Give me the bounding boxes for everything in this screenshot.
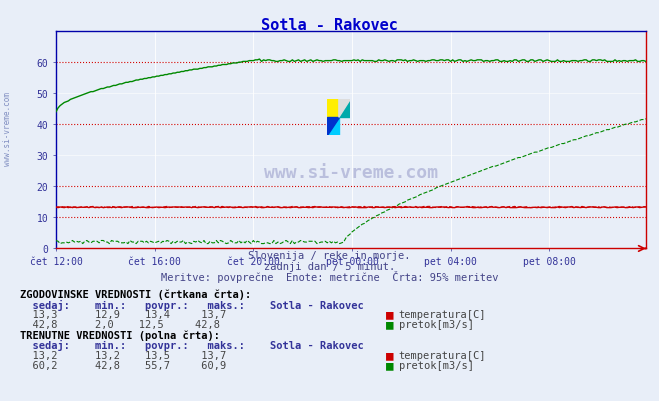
Text: 60,2      42,8    55,7     60,9: 60,2 42,8 55,7 60,9 [20, 360, 226, 370]
Text: temperatura[C]: temperatura[C] [399, 350, 486, 360]
Text: www.si-vreme.com: www.si-vreme.com [264, 164, 438, 182]
Text: Slovenija / reke in morje.: Slovenija / reke in morje. [248, 251, 411, 261]
Text: ■: ■ [386, 358, 393, 371]
Text: 13,3      12,9    13,4     13,7: 13,3 12,9 13,4 13,7 [20, 310, 226, 320]
Polygon shape [339, 100, 351, 118]
Polygon shape [339, 100, 351, 118]
Text: pretok[m3/s]: pretok[m3/s] [399, 360, 474, 370]
Text: 42,8      2,0    12,5     42,8: 42,8 2,0 12,5 42,8 [20, 320, 219, 330]
Text: sedaj:    min.:   povpr.:   maks.:    Sotla - Rakovec: sedaj: min.: povpr.: maks.: Sotla - Rako… [20, 340, 364, 350]
Text: Meritve: povprečne  Enote: metrične  Črta: 95% meritev: Meritve: povprečne Enote: metrične Črta:… [161, 270, 498, 282]
Text: zadnji dan / 5 minut.: zadnji dan / 5 minut. [264, 261, 395, 271]
Bar [328, 100, 339, 118]
Text: Sotla - Rakovec: Sotla - Rakovec [261, 18, 398, 33]
Text: ■: ■ [386, 348, 393, 361]
Text: ZGODOVINSKE VREDNOSTI (črtkana črta):: ZGODOVINSKE VREDNOSTI (črtkana črta): [20, 289, 251, 300]
Polygon shape [328, 118, 339, 136]
Text: temperatura[C]: temperatura[C] [399, 310, 486, 320]
Polygon shape [328, 118, 339, 136]
Text: ■: ■ [386, 318, 393, 330]
Text: www.si-vreme.com: www.si-vreme.com [3, 91, 13, 165]
Text: 13,2      13,2    13,5     13,7: 13,2 13,2 13,5 13,7 [20, 350, 226, 360]
Text: TRENUTNE VREDNOSTI (polna črta):: TRENUTNE VREDNOSTI (polna črta): [20, 330, 219, 340]
Text: pretok[m3/s]: pretok[m3/s] [399, 320, 474, 330]
Text: sedaj:    min.:   povpr.:   maks.:    Sotla - Rakovec: sedaj: min.: povpr.: maks.: Sotla - Rako… [20, 299, 364, 310]
Text: ■: ■ [386, 308, 393, 320]
